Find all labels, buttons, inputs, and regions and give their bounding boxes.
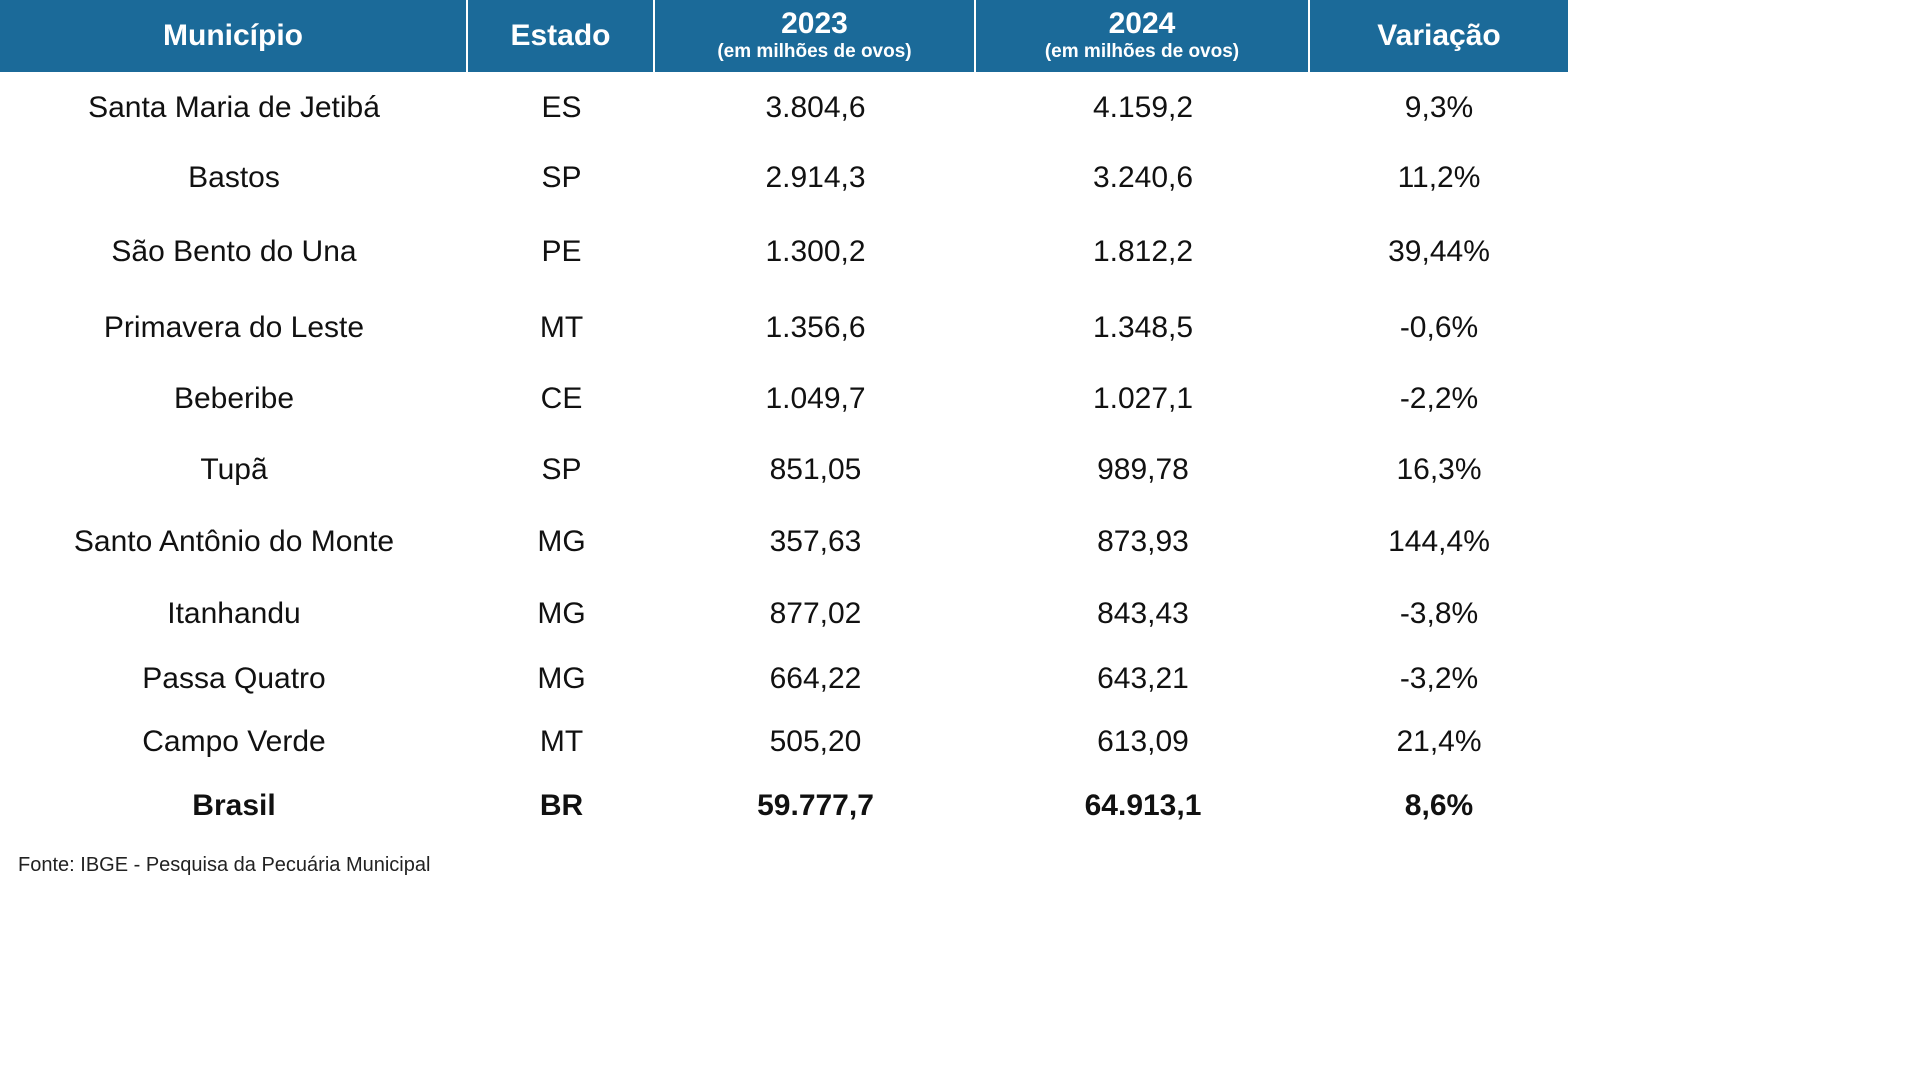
table-row: Bastos SP 2.914,3 3.240,6 11,2% [0,144,1568,212]
valor-2023-cell: 505,20 [769,725,862,758]
valor-2024-cell: 1.348,5 [1092,311,1194,344]
municipio-cell: Tupã [200,453,268,486]
estado-cell: MG [537,662,586,695]
header-estado: Estado [468,0,655,72]
valor-2024-cell: 1.812,2 [1092,235,1194,268]
estado-cell: MT [539,725,584,758]
table-row: Primavera do Leste MT 1.356,6 1.348,5 -0,6% [0,292,1568,364]
valor-2023-cell: 59.777,7 [757,789,874,822]
valor-2023-cell: 877,02 [769,597,862,630]
header-title: Município [163,19,303,52]
valor-2024-cell: 873,93 [1097,525,1189,558]
municipio-cell: Bastos [188,161,280,194]
variacao-cell: 16,3% [1396,453,1482,486]
valor-2023-cell: 3.804,6 [765,91,866,124]
header-title: Variação [1377,19,1501,52]
estado-cell: PE [541,235,582,268]
estado-cell: MG [537,597,586,630]
variacao-cell: 8,6% [1404,789,1474,822]
table-row: São Bento do Una PE 1.300,2 1.812,2 39,44% [0,212,1568,292]
municipio-cell: Beberibe [173,382,295,415]
table-row: Santa Maria de Jetibá ES 3.804,6 4.159,2 9,3… [0,72,1568,144]
valor-2023-cell: 1.300,2 [765,235,866,268]
valor-2024-cell: 64.913,1 [1084,789,1202,822]
table-header: Município Estado 2023 (em milhões de ovo… [0,0,1568,72]
header-2024: 2024 (em milhões de ovos) [976,0,1310,72]
municipio-cell: Passa Quatro [142,662,326,695]
source-note: Fonte: IBGE - Pesquisa da Pecuária Munic… [18,854,431,876]
estado-cell: ES [541,91,582,124]
variacao-cell: -2,2% [1399,382,1479,415]
valor-2023-cell: 1.356,6 [765,311,866,344]
valor-2023-cell: 2.914,3 [765,161,866,194]
table-body: Santa Maria de Jetibá ES 3.804,6 4.159,2 9,3… [0,72,1568,836]
valor-2023-cell: 1.049,7 [765,382,866,415]
data-table: Município Estado 2023 (em milhões de ovo… [0,0,1568,836]
header-variacao: Variação [1310,0,1568,72]
estado-cell: BR [539,789,584,822]
municipio-cell: Santo Antônio do Monte [73,525,395,558]
header-subtitle: (em milhões de ovos) [717,40,912,62]
table-row: Campo Verde MT 505,20 613,09 21,4% [0,708,1568,776]
valor-2024-cell: 4.159,2 [1092,91,1194,124]
table-row: Santo Antônio do Monte MG 357,63 873,93 144,… [0,506,1568,578]
variacao-cell: 39,44% [1388,235,1490,268]
table-row: Beberibe CE 1.049,7 1.027,1 -2,2% [0,364,1568,434]
total-row: Brasil BR 59.777,7 64.913,1 8,6% [0,776,1568,836]
variacao-cell: 144,4% [1388,525,1490,558]
municipio-cell: Itanhandu [167,597,301,630]
variacao-cell: -3,2% [1399,662,1479,695]
valor-2024-cell: 989,78 [1097,453,1189,486]
table-row: Passa Quatro MG 664,22 643,21 -3,2% [0,650,1568,708]
header-2023: 2023 (em milhões de ovos) [655,0,976,72]
variacao-cell: -3,8% [1399,597,1479,630]
estado-cell: CE [540,382,583,415]
valor-2024-cell: 843,43 [1097,597,1189,630]
header-municipio: Município [0,0,468,72]
valor-2024-cell: 1.027,1 [1092,382,1194,415]
header-title: 2024 [1108,6,1176,40]
municipio-cell: Brasil [192,789,276,822]
valor-2023-cell: 664,22 [769,662,862,695]
estado-cell: MT [539,311,584,344]
header-title: Estado [510,19,611,52]
valor-2024-cell: 643,21 [1097,662,1189,695]
variacao-cell: 9,3% [1404,91,1474,124]
estado-cell: SP [541,161,582,194]
variacao-cell: 11,2% [1397,161,1481,194]
municipio-cell: Primavera do Leste [103,311,365,344]
valor-2024-cell: 613,09 [1097,725,1189,758]
municipio-cell: Santa Maria de Jetibá [88,91,380,124]
estado-cell: SP [541,453,582,486]
valor-2024-cell: 3.240,6 [1092,161,1194,194]
valor-2023-cell: 357,63 [769,525,862,558]
header-subtitle: (em milhões de ovos) [1044,40,1240,62]
valor-2023-cell: 851,05 [769,453,862,486]
municipio-cell: São Bento do Una [111,235,357,268]
estado-cell: MG [537,525,586,558]
variacao-cell: -0,6% [1399,311,1479,344]
header-title: 2023 [781,6,848,40]
variacao-cell: 21,4% [1396,725,1482,758]
municipio-cell: Campo Verde [142,725,326,758]
table-row: Itanhandu MG 877,02 843,43 -3,8% [0,578,1568,650]
table-row: Tupã SP 851,05 989,78 16,3% [0,434,1568,506]
